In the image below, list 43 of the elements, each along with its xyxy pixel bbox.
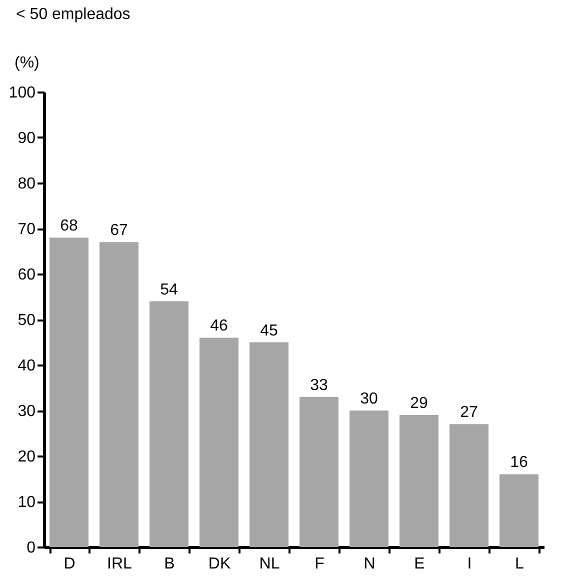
bar: [200, 338, 238, 547]
data-label: 29: [410, 395, 428, 412]
y-tick-label: 20: [18, 448, 36, 466]
y-tick-label: 60: [18, 266, 36, 284]
data-label: 67: [110, 222, 128, 240]
y-tick-label: 90: [18, 130, 36, 147]
x-tick-label: IRL: [107, 556, 132, 572]
data-label: 45: [260, 322, 278, 340]
data-label: 33: [310, 376, 328, 394]
x-tick-label: L: [515, 556, 524, 572]
bar: [350, 410, 388, 547]
y-tick-label: 100: [8, 84, 36, 102]
data-label: 30: [360, 390, 378, 408]
x-tick-label: D: [64, 556, 76, 572]
x-tick-label: DK: [208, 556, 231, 572]
x-tick-label: F: [314, 556, 325, 572]
x-tick-label: E: [414, 556, 425, 572]
y-tick-label: 0: [26, 540, 36, 556]
y-tick-label: 10: [18, 494, 36, 511]
y-axis-title: (%): [14, 54, 40, 72]
chart-title: < 50 empleados: [16, 6, 130, 23]
data-label: 46: [210, 318, 228, 335]
y-tick-label: 30: [18, 403, 36, 420]
bar: [500, 474, 538, 547]
bar: [400, 415, 438, 547]
bar: [250, 342, 288, 547]
data-label: 16: [510, 454, 528, 472]
y-tick-label: 80: [18, 176, 36, 192]
bar: [50, 238, 88, 547]
y-tick-label: 40: [18, 358, 36, 374]
x-tick-label: B: [164, 556, 175, 572]
data-label: 27: [460, 404, 478, 422]
bar: [450, 424, 488, 547]
bar: [100, 242, 138, 547]
x-tick-label: N: [364, 556, 376, 572]
x-tick-label: NL: [259, 556, 280, 572]
x-tick-label: I: [467, 556, 472, 572]
bar: [150, 301, 188, 547]
y-tick-label: 70: [18, 221, 36, 238]
data-label: 68: [60, 218, 78, 235]
bar: [300, 396, 338, 547]
data-label: 54: [160, 281, 178, 298]
y-tick-label: 50: [18, 312, 36, 329]
